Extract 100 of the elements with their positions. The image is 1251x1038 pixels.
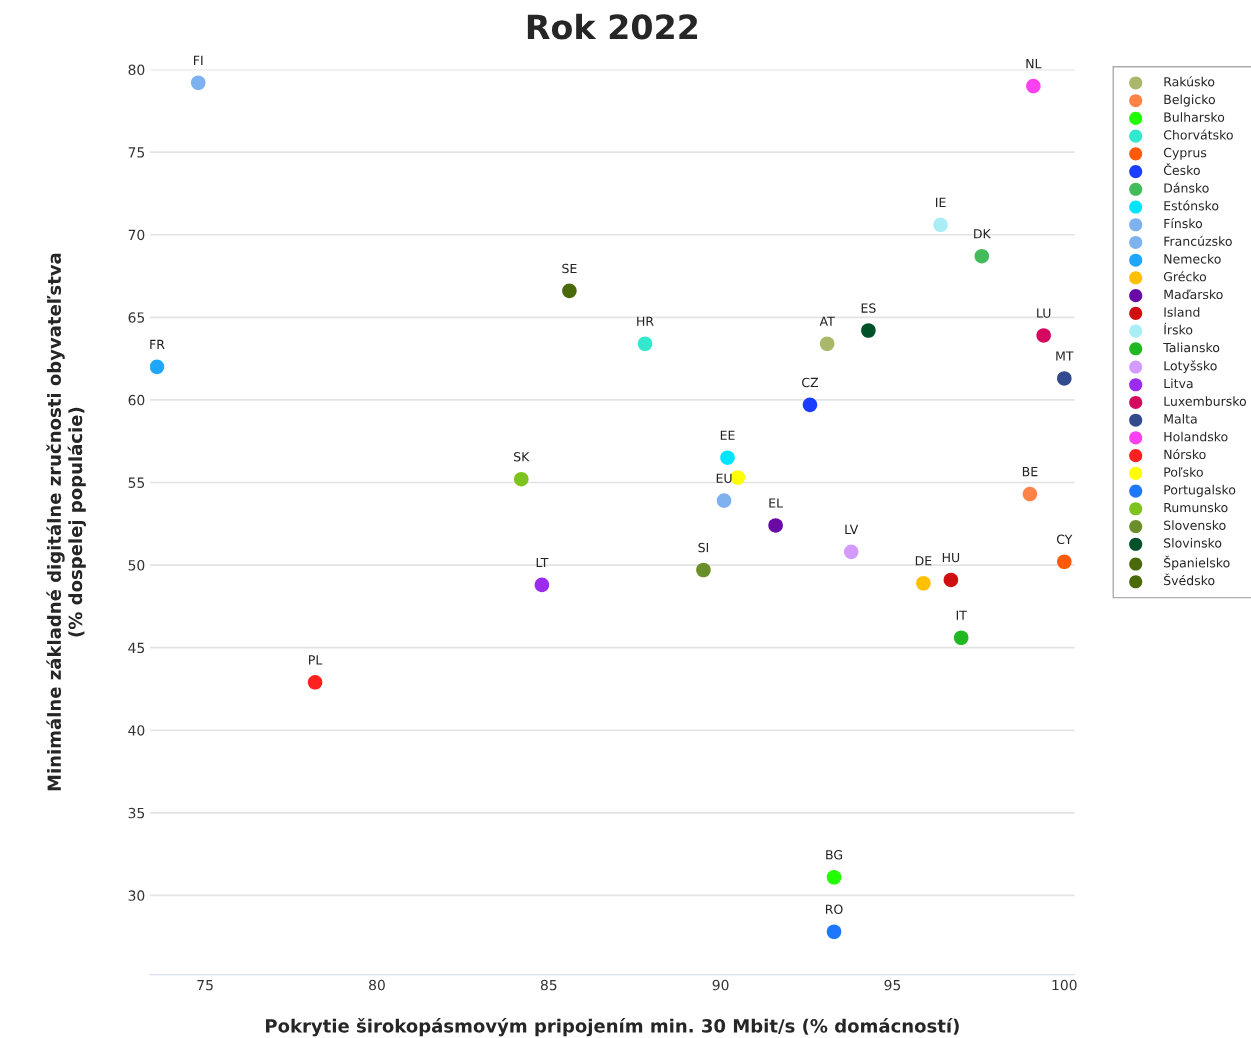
point	[802, 397, 818, 413]
legend-label: Maďarsko	[1164, 289, 1223, 300]
annotation: PL	[309, 655, 323, 665]
y-tick-label: 40	[128, 725, 145, 736]
y-tick-label: 60	[128, 394, 145, 406]
point	[1022, 486, 1038, 502]
y-tick-label: 55	[128, 477, 145, 488]
annotation: LU	[1037, 308, 1051, 318]
point	[696, 562, 711, 578]
legend-label: Írsko	[1164, 322, 1193, 335]
legend-label: Španielsko	[1164, 555, 1230, 570]
annotation: BG	[826, 850, 843, 860]
x-tick-label: 75	[197, 979, 213, 991]
legend-label: Bulharsko	[1164, 112, 1225, 122]
y-tick-label: 75	[128, 147, 145, 158]
x-axis-title: Pokrytie širokopásmovým pripojením min. 30 Mbit/s (% domácností)	[266, 1017, 959, 1037]
point	[826, 924, 842, 940]
annotation: RO	[826, 904, 843, 915]
annotation: LT	[536, 557, 549, 567]
chart-title: Rok 2022	[527, 13, 698, 40]
y-tick-label: 30	[128, 890, 145, 901]
y-tick-label: 35	[128, 807, 145, 819]
annotation: LV	[845, 524, 859, 534]
legend-label: Litva	[1164, 378, 1193, 389]
legend-label: Rakúsko	[1164, 76, 1215, 87]
point	[861, 323, 876, 338]
x-tick-label: 90	[712, 979, 729, 991]
annotation: DK	[974, 229, 991, 239]
point	[190, 75, 206, 91]
annotation: CY	[1056, 534, 1073, 545]
y-tick-label: 50	[128, 560, 145, 571]
legend-label: Fínsko	[1164, 218, 1203, 229]
legend-label: Nemecko	[1164, 253, 1221, 264]
point	[943, 572, 959, 588]
point	[974, 248, 990, 264]
point	[1057, 554, 1072, 570]
legend-label: Luxembursko	[1164, 396, 1247, 406]
annotation: FI	[194, 55, 203, 65]
annotation: HU	[942, 552, 960, 563]
y-tick-label: 45	[128, 642, 145, 654]
point	[534, 577, 550, 593]
legend-label: Slovinsko	[1164, 538, 1222, 548]
annotation: SI	[698, 542, 709, 553]
legend-label: Malta	[1164, 413, 1197, 424]
point	[843, 544, 859, 560]
annotation: SK	[514, 452, 530, 462]
annotation: CZ	[802, 377, 819, 388]
legend-label: Holandsko	[1164, 431, 1228, 442]
annotation: HR	[637, 316, 654, 326]
x-tick-label: 80	[369, 979, 385, 991]
y-axis-title: Minimálne základné digitálne zručnosti obyvateľstva (% dospelej populácie)	[46, 253, 86, 791]
annotation: IE	[936, 197, 946, 207]
point	[514, 471, 529, 487]
annotation: EE	[720, 430, 735, 440]
point	[768, 518, 783, 533]
annotation: IT	[956, 610, 967, 620]
point	[716, 493, 732, 508]
legend-label: Taliansko	[1163, 342, 1220, 353]
legend-label: Švédsko	[1164, 573, 1215, 586]
point	[1057, 371, 1072, 386]
point	[730, 470, 746, 485]
annotation: AT	[819, 316, 835, 326]
legend-label: Poľsko	[1164, 467, 1203, 477]
legend-label: Portugalsko	[1164, 484, 1236, 497]
legend-label: Česko	[1163, 163, 1200, 176]
legend-label: Rumunsko	[1164, 502, 1228, 513]
legend-label: Chorvátsko	[1163, 129, 1233, 140]
annotation: EL	[769, 498, 783, 508]
annotation: FR	[150, 339, 165, 349]
legend-label: Dánsko	[1164, 182, 1209, 193]
point	[953, 630, 969, 646]
x-tick-label: 100	[1052, 979, 1077, 991]
legend-label: Island	[1164, 307, 1200, 317]
legend-label: Lotyšsko	[1164, 360, 1217, 373]
annotation: ES	[861, 303, 876, 313]
point	[307, 675, 323, 690]
legend-label: Nórsko	[1164, 448, 1206, 460]
point	[933, 217, 948, 233]
legend-label: Grécko	[1163, 271, 1207, 282]
point	[562, 283, 577, 299]
x-tick-label: 85	[540, 979, 557, 991]
annotation: BE	[1022, 467, 1038, 477]
y-tick-label: 80	[128, 64, 145, 76]
annotation: NL	[1026, 59, 1042, 69]
y-tick-label: 65	[128, 312, 145, 323]
y-tick-label: 70	[128, 229, 145, 241]
annotation: DE	[915, 556, 932, 566]
point	[1036, 328, 1051, 343]
legend-label: Estónsko	[1164, 200, 1219, 211]
annotation: SE	[562, 263, 577, 274]
x-tick-label: 95	[884, 979, 901, 991]
annotation: MT	[1056, 351, 1074, 361]
point	[150, 359, 165, 375]
point	[916, 575, 931, 591]
point	[720, 450, 735, 465]
legend-label: Cyprus	[1163, 147, 1207, 160]
legend-label: Belgicko	[1164, 94, 1215, 107]
legend-label: Francúzsko	[1164, 235, 1232, 246]
legend-label: Slovensko	[1164, 520, 1226, 530]
point	[1026, 78, 1041, 94]
